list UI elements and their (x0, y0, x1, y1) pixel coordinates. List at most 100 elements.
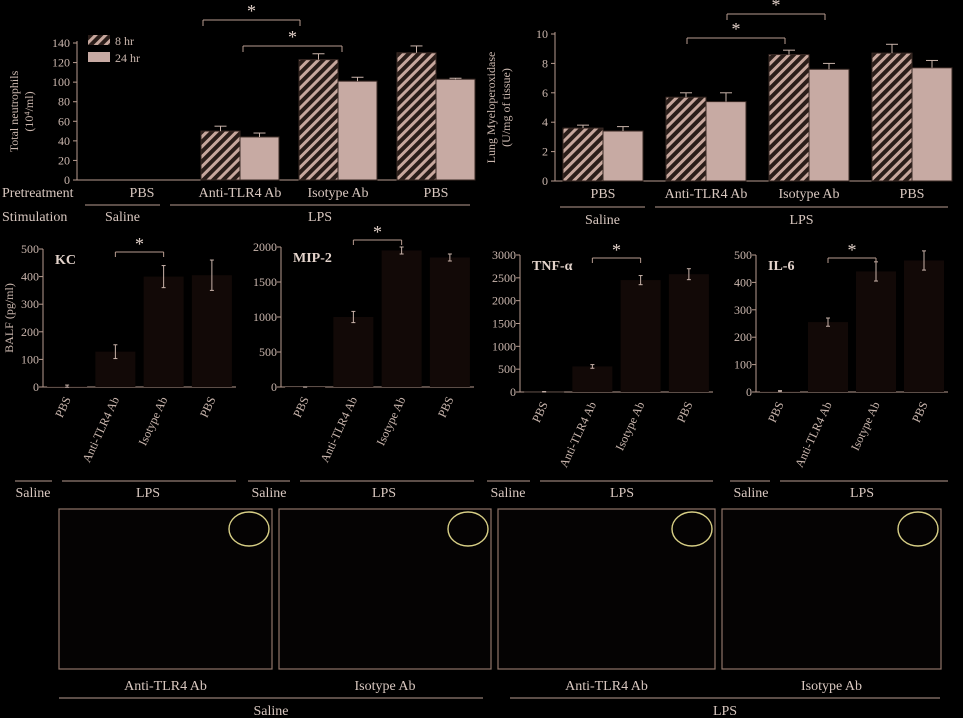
category-label: Isotype Ab (374, 394, 409, 447)
y-tick-label: 0 (64, 173, 70, 187)
neutrophils-chart: 0 20 40 60 80 100 120 140 Total neutrophils (10⁴/… (2, 1, 476, 225)
category-label: Anti-TLR4 Ab (199, 186, 282, 201)
group-label-lps: LPS (372, 486, 396, 501)
y-tick-label: 3000 (492, 248, 516, 262)
bar (396, 52, 437, 181)
group-label-lps: LPS (610, 486, 634, 501)
y-tick-label: 1000 (492, 339, 516, 353)
category-label: Isotype Ab (848, 399, 883, 452)
y-tick-label: 300 (734, 303, 752, 317)
category-label: PBS (900, 187, 925, 202)
group-label-lps: LPS (789, 213, 813, 228)
group-label-lps: LPS (136, 486, 160, 501)
group-label-saline: Saline (254, 704, 289, 718)
histology-image (721, 508, 942, 670)
y-tick-label: 80 (58, 95, 70, 109)
group-label-saline: Saline (585, 213, 620, 228)
y-tick-label: 400 (734, 275, 752, 289)
legend-label-24hr: 24 hr (115, 51, 140, 65)
inset-circle (897, 511, 939, 547)
bar (602, 130, 644, 182)
y-axis-label: Lung Myeloperoxidase (484, 52, 498, 164)
significance-star: * (732, 19, 741, 39)
y-tick-label: 1500 (253, 275, 277, 289)
significance-star: * (247, 1, 256, 21)
y-tick-label: 2 (542, 145, 548, 159)
bar (904, 260, 944, 392)
row-label-stimulation: Stimulation (2, 210, 67, 225)
y-tick-label: 1500 (492, 317, 516, 331)
group-label-lps: LPS (713, 704, 737, 718)
panel-label: Isotype Ab (354, 679, 415, 694)
category-label: PBS (591, 187, 616, 202)
bar (620, 280, 661, 392)
category-label: Anti-TLR4 Ab (665, 187, 748, 202)
category-label: PBS (52, 394, 74, 419)
y-tick-label: 200 (734, 330, 752, 344)
y-tick-label: 6 (542, 86, 548, 100)
y-tick-label: 0 (746, 385, 752, 399)
group-label-lps: LPS (308, 210, 332, 225)
bar (239, 136, 280, 181)
y-tick-label: 1000 (253, 310, 277, 324)
significance-star: * (612, 240, 621, 260)
group-label-saline: Saline (491, 486, 526, 501)
significance-star: * (135, 234, 144, 254)
y-axis-label: (U/mg of tissue) (499, 68, 513, 147)
y-tick-label: 500 (21, 242, 39, 256)
chart-title: KC (55, 253, 76, 268)
category-label: PBS (674, 399, 696, 424)
bar (200, 130, 241, 181)
y-tick-label: 500 (734, 248, 752, 262)
category-label: Isotype Ab (613, 399, 648, 452)
histology-image (497, 508, 716, 670)
bar (333, 317, 374, 387)
legend-swatch-24hr (88, 52, 110, 62)
bar (435, 78, 476, 181)
bar (871, 52, 913, 182)
y-tick-label: 10 (536, 27, 548, 41)
bar (668, 274, 709, 392)
histology-panels: Anti-TLR4 Ab Isotype Ab Anti-TLR4 Ab Isotyp… (58, 508, 942, 718)
y-tick-label: 500 (498, 362, 516, 376)
panel-label: Anti-TLR4 Ab (124, 679, 207, 694)
legend-swatch-8hr (88, 35, 110, 45)
chart-title: MIP-2 (293, 251, 332, 266)
y-tick-label: 0 (510, 385, 516, 399)
y-tick-label: 8 (542, 56, 548, 70)
bar (572, 366, 613, 392)
y-tick-label: 100 (21, 352, 39, 366)
y-tick-label: 20 (58, 153, 70, 167)
y-axis-label: (10⁴/ml) (22, 91, 36, 131)
significance-star: * (848, 240, 857, 260)
histology-panel: Anti-TLR4 Ab (497, 508, 716, 694)
y-tick-label: 120 (52, 56, 70, 70)
legend-label-8hr: 8 hr (115, 34, 134, 48)
category-label: PBS (197, 394, 219, 419)
y-tick-label: 4 (542, 115, 548, 129)
bar (429, 257, 470, 387)
cytokine-charts: 0 100 200 300 400 500 BALF (pg/ml) KC PBS Anti-TL… (2, 222, 948, 501)
y-tick-label: 200 (21, 325, 39, 339)
category-label: PBS (130, 186, 155, 201)
y-tick-label: 0 (542, 174, 548, 188)
y-tick-label: 300 (21, 297, 39, 311)
bar (562, 127, 604, 182)
y-axis-label: BALF (pg/ml) (2, 283, 16, 353)
bar (381, 250, 422, 387)
y-tick-label: 40 (58, 134, 70, 148)
histology-panel: Isotype Ab (721, 508, 942, 694)
inset-circle (228, 511, 270, 547)
chart-title: IL-6 (768, 259, 794, 274)
significance-star: * (373, 222, 382, 242)
category-label: Anti-TLR4 Ab (556, 399, 599, 469)
group-label-saline: Saline (252, 486, 287, 501)
bar (298, 59, 339, 181)
category-label: Isotype Ab (778, 187, 839, 202)
histology-image (58, 508, 273, 670)
y-tick-label: 500 (259, 345, 277, 359)
y-tick-label: 2000 (253, 240, 277, 254)
